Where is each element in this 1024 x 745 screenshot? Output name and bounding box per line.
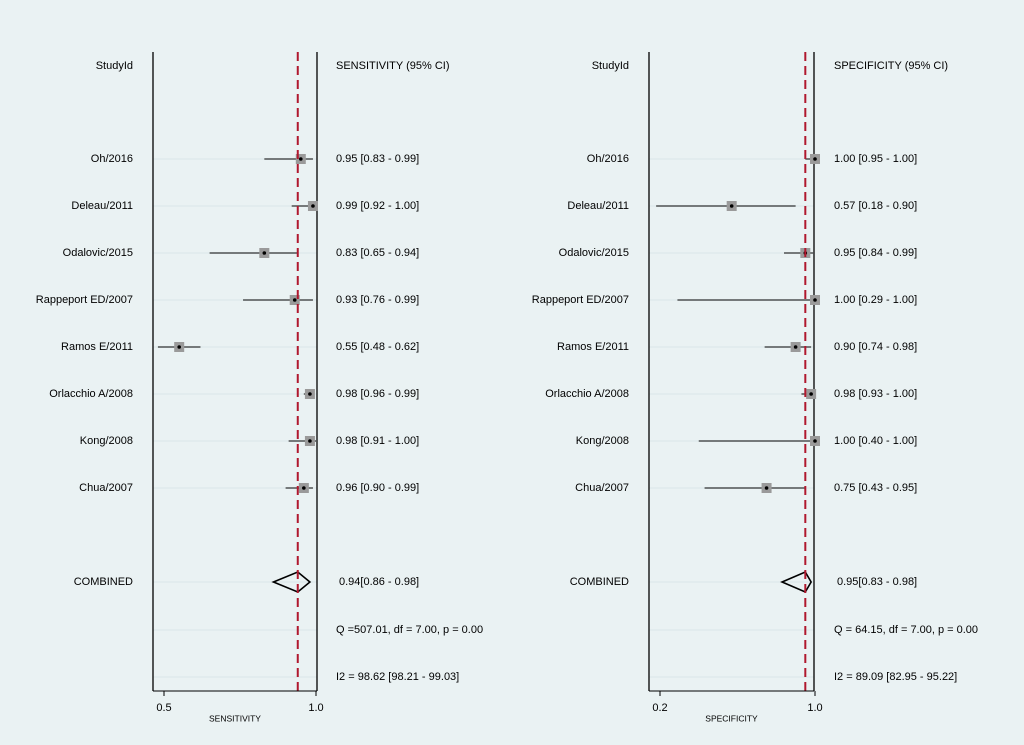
- point-estimate-dot: [308, 439, 312, 443]
- pooled-estimate-diamond: [780, 570, 813, 594]
- study-estimate-text: 0.55 [0.48 - 0.62]: [336, 341, 419, 353]
- x-tick-label: 0.5: [156, 702, 171, 714]
- study-label: Orlacchio A/2008: [545, 388, 629, 400]
- study-label: Chua/2007: [79, 482, 133, 494]
- study-label: Deleau/2011: [567, 200, 629, 212]
- study-estimate-text: 0.95 [0.84 - 0.99]: [834, 247, 917, 259]
- point-estimate-dot: [729, 204, 734, 208]
- study-estimate-text: 0.75 [0.43 - 0.95]: [834, 482, 917, 494]
- point-estimate-dot: [764, 486, 769, 490]
- specificity-forest-panel: StudyId SPECIFICITY (95% CI) Oh/2016 1.00 […: [532, 52, 978, 723]
- study-estimate-text: 0.57 [0.18 - 0.90]: [834, 200, 917, 212]
- study-estimate-text: 1.00 [0.29 - 1.00]: [834, 294, 917, 306]
- x-tick-label: 0.2: [652, 702, 667, 714]
- x-tick-label: 1.0: [308, 702, 323, 714]
- study-label: Oh/2016: [587, 153, 629, 165]
- study-estimate-text: 0.98 [0.93 - 1.00]: [834, 388, 917, 400]
- point-estimate-dot: [299, 157, 303, 161]
- study-label: Rappeport ED/2007: [36, 294, 133, 306]
- pooled-estimate-diamond: [271, 571, 312, 593]
- study-label: Odalovic/2015: [559, 247, 629, 259]
- study-label: Kong/2008: [80, 435, 133, 447]
- x-axis-label: SPECIFICITY: [705, 713, 758, 723]
- study-header: StudyId: [96, 60, 133, 72]
- study-header: StudyId: [592, 60, 629, 72]
- study-label: Oh/2016: [91, 153, 133, 165]
- heterogeneity-i2-text: I2 = 89.09 [82.95 - 95.22]: [834, 671, 957, 683]
- study-label: Ramos E/2011: [61, 341, 133, 353]
- study-label: Deleau/2011: [71, 200, 133, 212]
- study-label: Ramos E/2011: [557, 341, 629, 353]
- x-tick-label: 1.0: [807, 702, 822, 714]
- study-label: Chua/2007: [575, 482, 629, 494]
- study-label: Rappeport ED/2007: [532, 294, 629, 306]
- study-estimate-text: 0.90 [0.74 - 0.98]: [834, 341, 917, 353]
- point-estimate-dot: [292, 298, 297, 302]
- study-estimate-text: 1.00 [0.40 - 1.00]: [834, 435, 917, 447]
- point-estimate-dot: [809, 392, 813, 396]
- study-estimate-text: 0.98 [0.96 - 0.99]: [336, 388, 419, 400]
- point-estimate-dot: [311, 204, 315, 208]
- heterogeneity-q-text: Q = 64.15, df = 7.00, p = 0.00: [834, 624, 978, 636]
- study-estimate-text: 0.95 [0.83 - 0.99]: [336, 153, 419, 165]
- combined-estimate-text: 0.95[0.83 - 0.98]: [837, 576, 917, 588]
- point-estimate-dot: [262, 251, 267, 255]
- study-estimate-text: 0.98 [0.91 - 1.00]: [336, 435, 419, 447]
- x-axis-label: SENSITIVITY: [209, 713, 261, 723]
- estimate-header: SPECIFICITY (95% CI): [834, 60, 948, 72]
- point-estimate-dot: [793, 345, 798, 349]
- point-estimate-dot: [813, 439, 817, 443]
- study-label: Orlacchio A/2008: [49, 388, 133, 400]
- study-estimate-text: 0.99 [0.92 - 1.00]: [336, 200, 419, 212]
- point-estimate-dot: [308, 392, 312, 396]
- study-label: Kong/2008: [576, 435, 629, 447]
- heterogeneity-i2-text: I2 = 98.62 [98.21 - 99.03]: [336, 671, 459, 683]
- combined-label: COMBINED: [74, 576, 133, 588]
- combined-estimate-text: 0.94[0.86 - 0.98]: [339, 576, 419, 588]
- study-label: Odalovic/2015: [63, 247, 133, 259]
- estimate-header: SENSITIVITY (95% CI): [336, 60, 450, 72]
- study-estimate-text: 0.93 [0.76 - 0.99]: [336, 294, 419, 306]
- study-estimate-text: 0.96 [0.90 - 0.99]: [336, 482, 419, 494]
- sensitivity-forest-panel: StudyId SENSITIVITY (95% CI) Oh/2016 0.95 […: [36, 52, 483, 723]
- point-estimate-dot: [813, 298, 817, 302]
- heterogeneity-q-text: Q =507.01, df = 7.00, p = 0.00: [336, 624, 483, 636]
- point-estimate-dot: [813, 157, 817, 161]
- combined-label: COMBINED: [570, 576, 629, 588]
- study-estimate-text: 0.83 [0.65 - 0.94]: [336, 247, 419, 259]
- point-estimate-dot: [302, 486, 306, 490]
- point-estimate-dot: [177, 345, 181, 349]
- study-estimate-text: 1.00 [0.95 - 1.00]: [834, 153, 917, 165]
